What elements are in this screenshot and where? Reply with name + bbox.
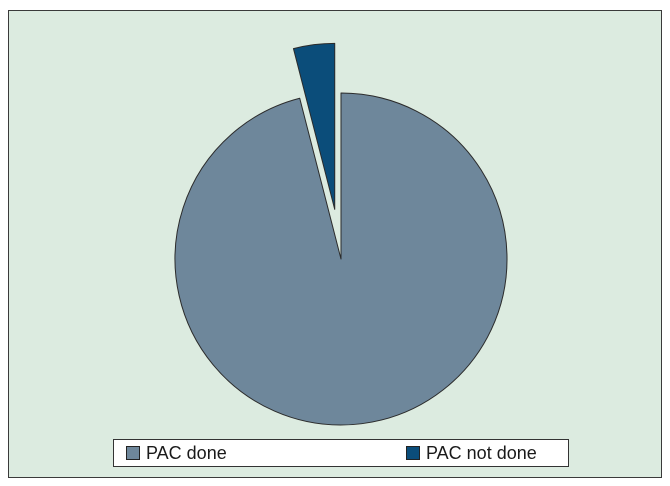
legend-swatch-pac-not-done — [406, 446, 420, 460]
legend-swatch-pac-done — [126, 446, 140, 460]
pie-slice-pac-done — [174, 92, 508, 426]
legend-label-pac-done: PAC done — [146, 442, 227, 463]
chart-frame: PAC done PAC not done — [8, 10, 662, 478]
legend-label-pac-not-done: PAC not done — [426, 442, 537, 463]
legend-item-pac-done: PAC done — [126, 440, 227, 466]
legend: PAC done PAC not done — [113, 439, 569, 467]
pie-chart — [174, 42, 508, 426]
legend-item-pac-not-done: PAC not done — [406, 440, 537, 466]
pie-slice-pac-not-done — [292, 42, 336, 210]
